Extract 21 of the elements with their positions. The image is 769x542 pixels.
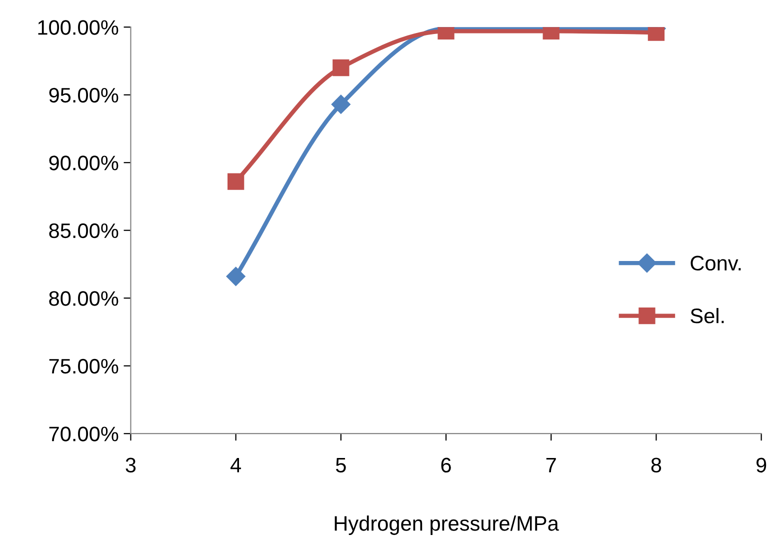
x-axis-title: Hydrogen pressure/MPa: [334, 516, 559, 535]
y-tick-label: 80.00%: [49, 291, 118, 306]
x-tick-label: 9: [756, 458, 766, 473]
x-tick-label: 5: [336, 458, 346, 473]
y-tick-label: 90.00%: [49, 156, 118, 170]
x-tick-label: 8: [651, 458, 662, 473]
y-tick-label: 75.00%: [49, 358, 118, 374]
point: [226, 266, 246, 286]
x-tick-label: 4: [230, 458, 242, 472]
x-tick-label: 6: [441, 458, 451, 473]
y-tick-label: 85.00%: [49, 223, 118, 238]
legend-label: Sel.: [690, 308, 724, 324]
legend-label: Conv.: [690, 256, 741, 271]
point: [331, 94, 350, 114]
x-tick-label: 7: [546, 458, 556, 472]
y-tick-label: 100.00%: [38, 20, 118, 35]
point: [227, 173, 244, 190]
point: [332, 59, 350, 76]
y-tick-label: 70.00%: [49, 426, 118, 442]
x-tick-label: 3: [126, 458, 136, 473]
y-tick-label: 95.00%: [49, 88, 118, 103]
